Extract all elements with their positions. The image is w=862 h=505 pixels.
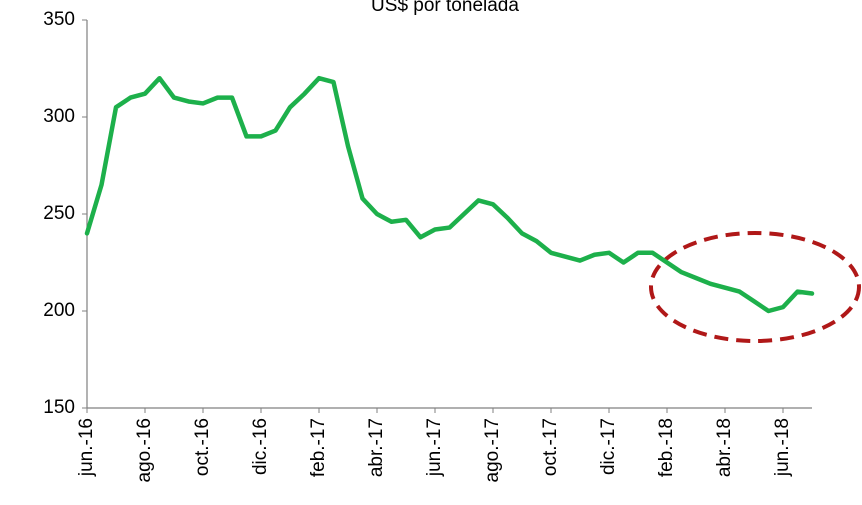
x-tick-label: dic.-17 [598, 418, 619, 475]
data-line [84, 75, 815, 314]
y-tick-label: 250 [43, 203, 75, 224]
y-tick-label: 350 [43, 9, 75, 30]
x-tick-label: oct.-16 [192, 418, 213, 476]
x-tick-label: abr.-17 [366, 418, 387, 477]
x-tick-label: oct.-17 [540, 418, 561, 476]
x-tick-label: jun.-18 [772, 418, 793, 477]
y-tick-label: 300 [43, 106, 75, 127]
y-tick-label: 200 [43, 300, 75, 321]
x-tick-label: feb.-18 [656, 418, 677, 477]
x-tick-label: jun.-16 [76, 418, 97, 477]
x-tick-label: feb.-17 [308, 418, 329, 477]
x-tick-label: ago.-17 [482, 418, 503, 482]
y-tick-label: 150 [43, 397, 75, 418]
x-tick-label: abr.-18 [714, 418, 735, 477]
x-tick-label: ago.-16 [134, 418, 155, 482]
x-tick-label: dic.-16 [250, 418, 271, 475]
chart-title: US$ por tonelada [371, 0, 519, 16]
highlight-ellipse [649, 231, 861, 343]
x-tick-label: jun.-17 [424, 418, 445, 477]
